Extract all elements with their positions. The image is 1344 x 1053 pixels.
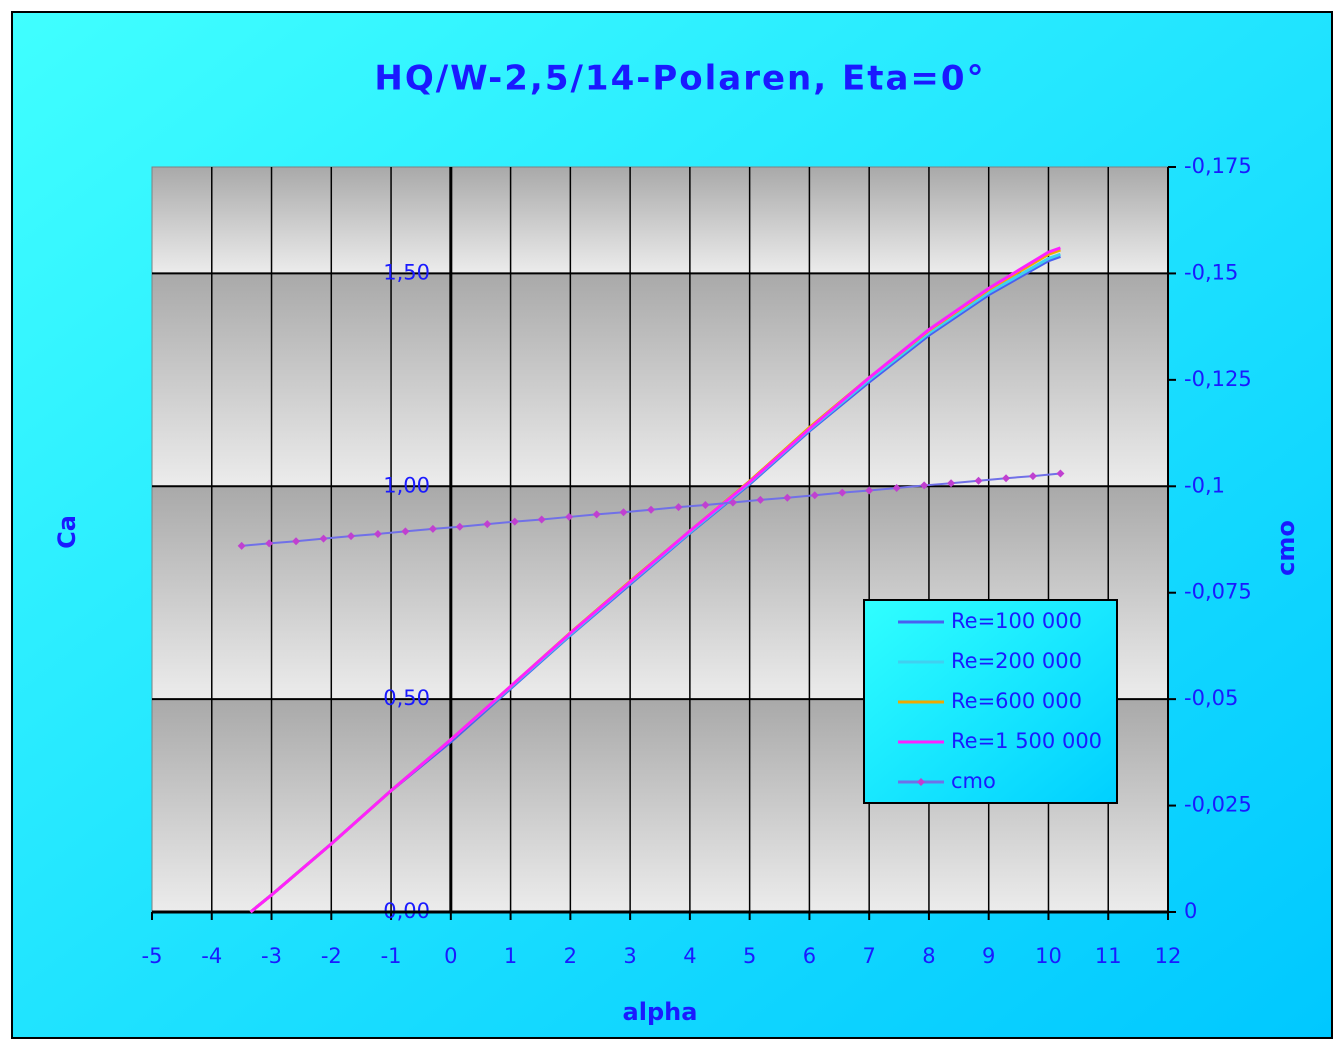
data-point — [565, 512, 574, 521]
x-tick-label: -2 — [321, 944, 342, 968]
series-line — [249, 246, 1061, 914]
data-point — [838, 488, 847, 497]
data-point — [892, 483, 901, 492]
y2-tick-label: -0,125 — [1184, 367, 1252, 391]
x-tick-label: 9 — [982, 944, 995, 968]
x-tick-label: 2 — [564, 944, 577, 968]
y2-tick-label: -0,075 — [1184, 580, 1252, 604]
data-point — [1056, 469, 1065, 478]
legend-label: cmo — [951, 769, 996, 793]
legend-label: Re=200 000 — [951, 649, 1082, 673]
x-tick-label: 3 — [623, 944, 636, 968]
data-point — [401, 527, 410, 536]
data-point — [619, 508, 628, 517]
x-tick-label: 4 — [683, 944, 696, 968]
data-point — [1002, 474, 1011, 483]
y2-tick-label: -0,05 — [1184, 686, 1238, 710]
data-point — [701, 501, 710, 510]
data-point — [756, 495, 765, 504]
x-tick-label: 10 — [1035, 944, 1062, 968]
y-tick-label: 0,50 — [383, 686, 430, 710]
legend-label: Re=1 500 000 — [951, 729, 1102, 753]
data-point — [455, 522, 464, 531]
x-tick-label: -5 — [142, 944, 163, 968]
data-point — [974, 476, 983, 485]
x-axis-label: alpha — [623, 998, 698, 1026]
y2-tick-label: -0,175 — [1184, 154, 1252, 178]
y-tick-label: 1,50 — [383, 260, 430, 284]
data-point — [237, 541, 246, 550]
data-point — [537, 515, 546, 524]
data-point — [1028, 472, 1037, 481]
chart-title: HQ/W-2,5/14-Polaren, Eta=0° — [374, 59, 985, 99]
y2-tick-label: -0,15 — [1184, 260, 1238, 284]
data-point — [292, 537, 301, 546]
x-tick-label: 0 — [444, 944, 457, 968]
y2-tick-label: -0,1 — [1184, 473, 1225, 497]
legend-label: Re=600 000 — [951, 689, 1082, 713]
plot-band — [152, 167, 1168, 274]
data-point — [592, 510, 601, 519]
x-tick-label: 5 — [743, 944, 756, 968]
legend-marker — [917, 778, 925, 786]
data-point — [647, 505, 656, 514]
x-tick-label: -3 — [261, 944, 282, 968]
y-tick-label: 1,00 — [383, 473, 430, 497]
data-point — [947, 479, 956, 488]
data-point — [428, 524, 437, 533]
data-point — [373, 529, 382, 538]
x-tick-label: -1 — [381, 944, 402, 968]
y2-tick-label: 0 — [1184, 899, 1197, 923]
x-tick-label: 11 — [1095, 944, 1122, 968]
y-axis-label: Ca — [53, 515, 81, 549]
data-point — [728, 498, 737, 507]
data-point — [347, 532, 356, 541]
x-tick-label: 12 — [1155, 944, 1182, 968]
data-point — [783, 493, 792, 502]
y2-tick-label: -0,025 — [1184, 793, 1252, 817]
data-point — [865, 486, 874, 495]
data-point — [674, 503, 683, 512]
x-tick-label: 6 — [803, 944, 816, 968]
x-tick-label: 1 — [504, 944, 517, 968]
data-point — [265, 539, 274, 548]
data-point — [920, 481, 929, 490]
data-point — [319, 534, 328, 543]
x-tick-label: -4 — [201, 944, 222, 968]
data-point — [510, 517, 519, 526]
y2-axis-label: cmo — [1272, 520, 1300, 576]
data-point — [810, 491, 819, 500]
x-tick-label: 8 — [922, 944, 935, 968]
plot-band — [152, 273, 1168, 487]
x-tick-label: 7 — [862, 944, 875, 968]
legend-label: Re=100 000 — [951, 609, 1082, 633]
data-point — [483, 520, 492, 529]
